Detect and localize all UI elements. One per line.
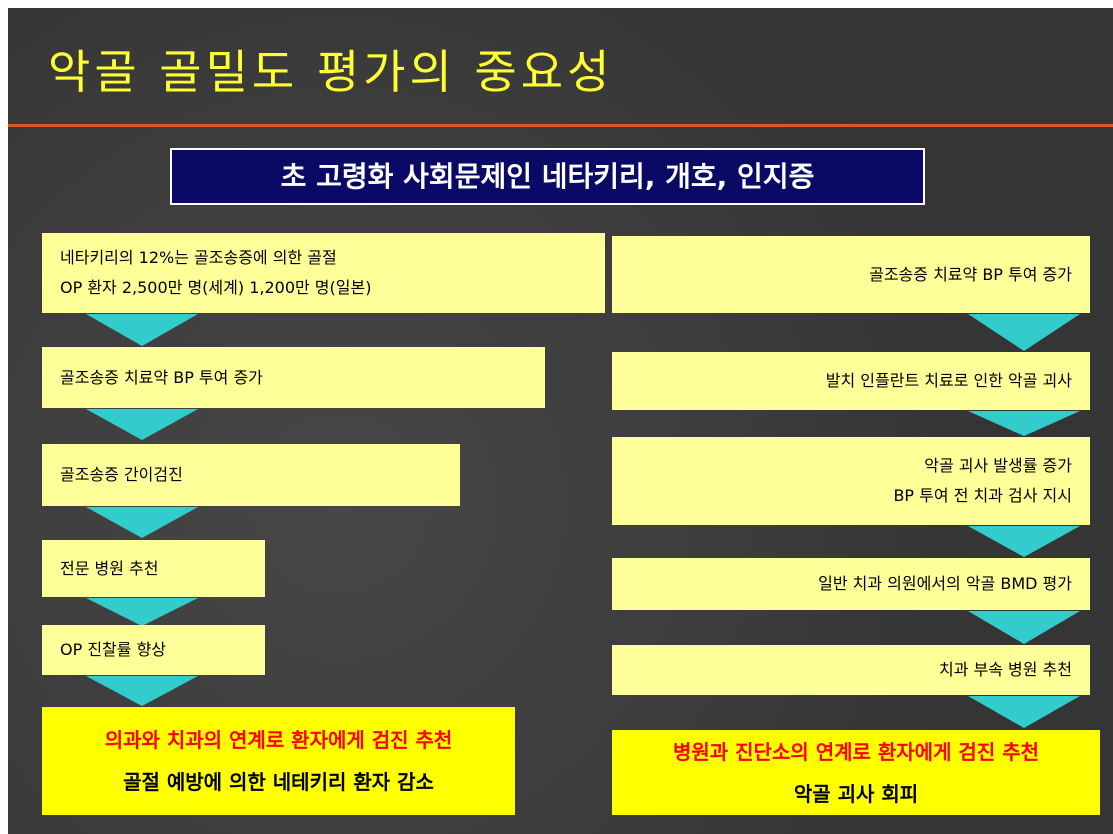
arrow <box>968 526 1080 557</box>
box-text: 발치 인플란트 치료로 인한 악골 괴사 <box>825 371 1072 390</box>
box-text: 네타키리의 12%는 골조송증에 의한 골절 <box>60 248 337 267</box>
box-text: 전문 병원 추천 <box>60 558 159 578</box>
box-text: 악골 괴사 회피 <box>793 781 919 806</box>
box-text: 골조송증 치료약 BP 투여 증가 <box>869 264 1072 284</box>
box-text: 골조송증 치료약 BP 투여 증가 <box>60 367 263 387</box>
subtitle-box: 초 고령화 사회문제인 네타키리, 개호, 인지증 <box>170 148 925 205</box>
arrow <box>968 411 1080 436</box>
box-text: OP 진찰률 향상 <box>60 640 167 659</box>
step-box: 골조송증 치료약 BP 투여 증가 <box>42 347 545 408</box>
step-box: 발치 인플란트 치료로 인한 악골 괴사 <box>612 352 1090 410</box>
arrows <box>86 314 1080 728</box>
arrow <box>86 409 198 440</box>
box-text: 병원과 진단소의 연계로 환자에게 검진 추천 <box>672 739 1039 764</box>
box-text: 골조송증 간이검진 <box>60 465 183 484</box>
box-text: 악골 괴사 발생률 증가 <box>924 456 1072 475</box>
step-box: 골조송증 간이검진 <box>42 444 460 506</box>
step-box: 악골 괴사 발생률 증가 BP 투여 전 치과 검사 지시 <box>612 437 1090 525</box>
arrow <box>86 314 198 346</box>
box-text: OP 환자 2,500만 명(세계) 1,200만 명(일본) <box>60 278 372 297</box>
box-text: 골절 예방에 의한 네테키리 환자 감소 <box>123 770 434 794</box>
title-rule <box>8 124 1113 127</box>
arrow <box>86 507 198 538</box>
box-text: 치과 부속 병원 추천 <box>938 660 1072 679</box>
step-box: 골조송증 치료약 BP 투여 증가 <box>612 236 1090 313</box>
box-text: 일반 치과 의원에서의 악골 BMD 평가 <box>818 574 1072 593</box>
step-box: 네타키리의 12%는 골조송증에 의한 골절 OP 환자 2,500만 명(세계)… <box>42 233 605 313</box>
arrow <box>968 611 1080 644</box>
step-box: 일반 치과 의원에서의 악골 BMD 평가 <box>612 558 1090 610</box>
step-box: 전문 병원 추천 <box>42 540 265 597</box>
arrow <box>968 314 1080 351</box>
arrow <box>968 696 1080 728</box>
arrow <box>86 676 198 706</box>
step-box: OP 진찰률 향상 <box>42 625 265 675</box>
box-text: BP 투여 전 치과 검사 지시 <box>893 486 1072 505</box>
slide: 악골 골밀도 평가의 중요성 초 고령화 사회문제인 네타키리, 개호, 인지증… <box>8 8 1113 834</box>
right-arrows <box>968 314 1080 728</box>
arrow <box>86 598 198 626</box>
step-box: 치과 부속 병원 추천 <box>612 645 1090 695</box>
box-text: 의과와 치과의 연계로 환자에게 검진 추천 <box>104 728 453 752</box>
slide-title: 악골 골밀도 평가의 중요성 <box>48 45 614 99</box>
left-arrows <box>86 314 198 706</box>
